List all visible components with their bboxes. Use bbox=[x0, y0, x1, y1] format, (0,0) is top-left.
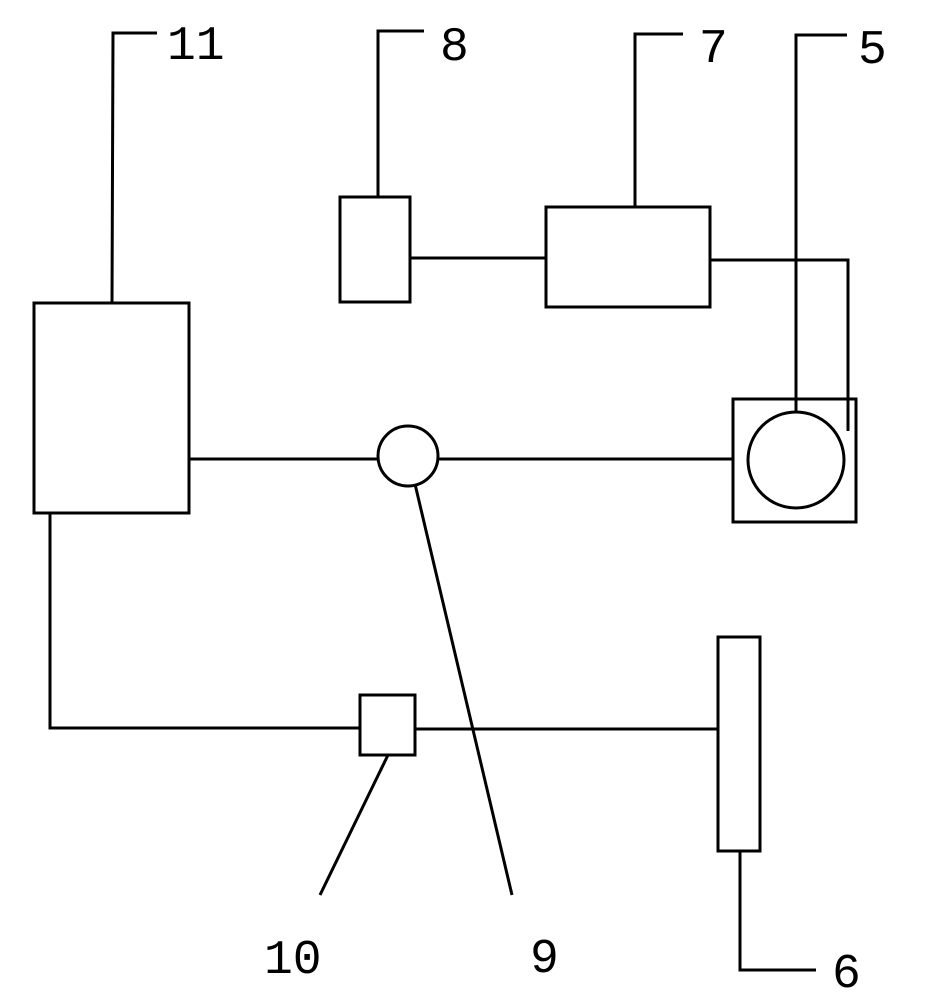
callout-10-line bbox=[320, 755, 388, 895]
component-9-circle-icon bbox=[378, 426, 438, 486]
label-7: 7 bbox=[699, 23, 728, 77]
wire-7-to-5 bbox=[710, 260, 848, 431]
label-10: 10 bbox=[264, 934, 322, 988]
component-6 bbox=[718, 637, 760, 851]
component-7 bbox=[546, 207, 710, 307]
callout-6-line bbox=[740, 851, 816, 970]
component-5-circle-icon bbox=[748, 412, 844, 508]
label-9: 9 bbox=[530, 933, 559, 987]
callout-8-line bbox=[378, 31, 424, 197]
component-5 bbox=[733, 399, 856, 522]
wire-11-to-10 bbox=[50, 513, 360, 728]
component-11 bbox=[34, 303, 189, 513]
component-10 bbox=[360, 695, 415, 755]
component-8 bbox=[340, 197, 410, 302]
label-5: 5 bbox=[858, 24, 887, 78]
callout-7-line bbox=[635, 34, 683, 207]
label-8: 8 bbox=[440, 21, 469, 75]
callout-5-line bbox=[796, 35, 847, 413]
component-5-frame bbox=[733, 399, 856, 522]
label-6: 6 bbox=[832, 948, 861, 1000]
diagram-canvas: 11 8 7 5 10 9 6 bbox=[0, 0, 942, 1000]
label-11: 11 bbox=[167, 20, 225, 74]
callout-9-line bbox=[415, 484, 512, 895]
callout-11-line bbox=[112, 33, 157, 303]
